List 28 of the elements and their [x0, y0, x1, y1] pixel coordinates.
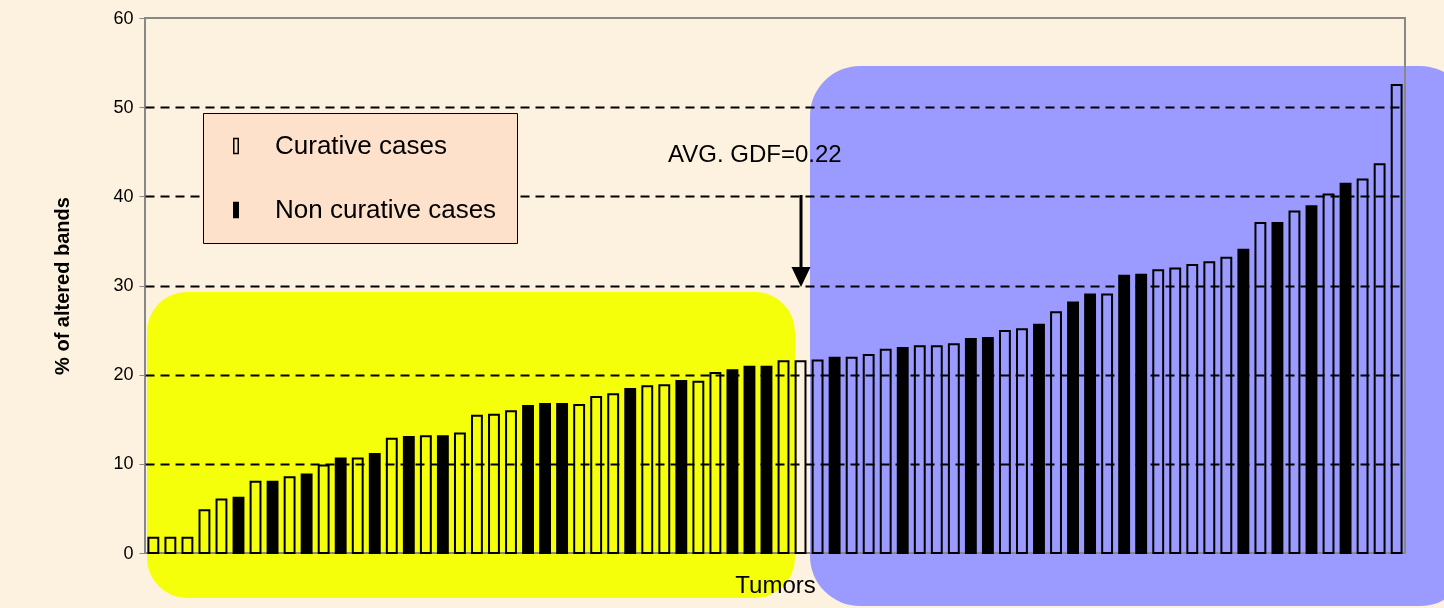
bar: [266, 480, 279, 554]
y-tick-label: 40: [113, 185, 134, 206]
y-tick-label: 20: [113, 364, 134, 385]
bar: [1271, 222, 1284, 554]
bar: [164, 536, 177, 554]
bar: [215, 498, 228, 554]
y-tick-label: 50: [113, 96, 134, 117]
legend-label: Curative cases: [275, 130, 447, 160]
y-axis-title: % of altered bands: [51, 197, 74, 375]
legend-label: Non curative cases: [275, 194, 497, 224]
bar: [147, 536, 160, 554]
bar: [743, 365, 756, 554]
bar: [249, 480, 262, 554]
bar: [232, 496, 245, 554]
bar: [368, 453, 381, 554]
bar: [300, 473, 313, 554]
y-tick-label: 30: [113, 275, 134, 295]
bar: [760, 365, 773, 554]
bar: [1135, 273, 1148, 554]
bar: [181, 536, 194, 554]
annotation: AVG. GDF=0.22: [668, 140, 842, 168]
bar: [283, 476, 296, 554]
y-tick-label: 0: [123, 542, 134, 563]
bar: [198, 509, 211, 554]
bar: [624, 387, 637, 554]
y-tick-label: 10: [113, 453, 134, 474]
bar: [1118, 274, 1131, 554]
y-tick-label: 60: [113, 7, 134, 28]
